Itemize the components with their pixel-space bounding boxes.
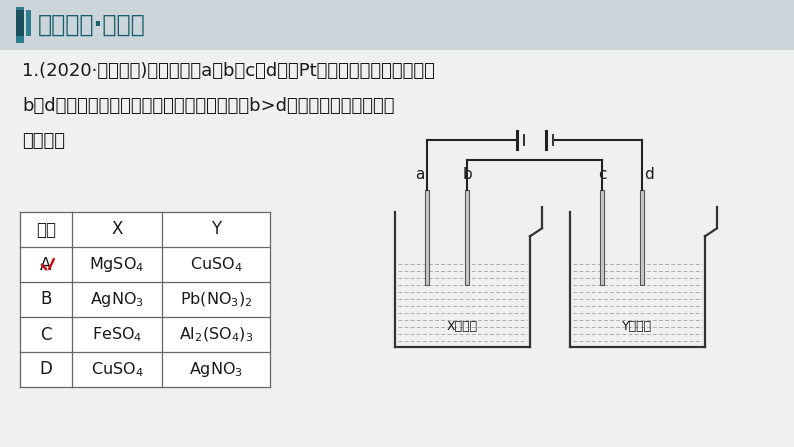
- Text: d: d: [644, 167, 654, 182]
- Text: Y盐溶液: Y盐溶液: [622, 320, 653, 333]
- Bar: [20, 212, 270, 387]
- Text: X盐溶液: X盐溶液: [447, 320, 478, 333]
- Text: B: B: [40, 291, 52, 308]
- Text: CuSO$_4$: CuSO$_4$: [190, 255, 242, 274]
- Text: Al$_2$(SO$_4$)$_3$: Al$_2$(SO$_4$)$_3$: [179, 325, 253, 344]
- Text: 递进题组·练能力: 递进题组·练能力: [38, 13, 146, 37]
- Text: AgNO$_3$: AgNO$_3$: [189, 360, 243, 379]
- Text: b和d上没有气体逸出，但质量均增大，且增重b>d。符合上述实验结果的: b和d上没有气体逸出，但质量均增大，且增重b>d。符合上述实验结果的: [22, 97, 395, 115]
- Text: A: A: [40, 256, 52, 274]
- Text: a: a: [415, 167, 425, 182]
- Text: 1.(2020·长春质检)如图装置中a、b、c、d均为Pt电极。电解过程中，电极: 1.(2020·长春质检)如图装置中a、b、c、d均为Pt电极。电解过程中，电极: [22, 62, 435, 80]
- Text: D: D: [40, 360, 52, 379]
- Bar: [16, 7, 24, 43]
- Bar: [640, 190, 644, 285]
- Bar: [26, 10, 31, 36]
- Text: Pb(NO$_3$)$_2$: Pb(NO$_3$)$_2$: [179, 290, 252, 309]
- Text: b: b: [462, 167, 472, 182]
- Text: FeSO$_4$: FeSO$_4$: [92, 325, 142, 344]
- Bar: [16, 10, 24, 36]
- Text: C: C: [40, 325, 52, 343]
- Bar: [600, 190, 604, 285]
- Text: CuSO$_4$: CuSO$_4$: [91, 360, 144, 379]
- Text: 盐溶液是: 盐溶液是: [22, 132, 65, 150]
- Bar: [0, 0, 794, 50]
- Bar: [465, 190, 469, 285]
- Text: X: X: [111, 220, 123, 239]
- Text: MgSO$_4$: MgSO$_4$: [90, 255, 145, 274]
- Text: Y: Y: [211, 220, 221, 239]
- Bar: [0, 50, 794, 447]
- Bar: [425, 190, 429, 285]
- Text: AgNO$_3$: AgNO$_3$: [90, 290, 144, 309]
- Text: 选项: 选项: [36, 220, 56, 239]
- Text: c: c: [598, 167, 607, 182]
